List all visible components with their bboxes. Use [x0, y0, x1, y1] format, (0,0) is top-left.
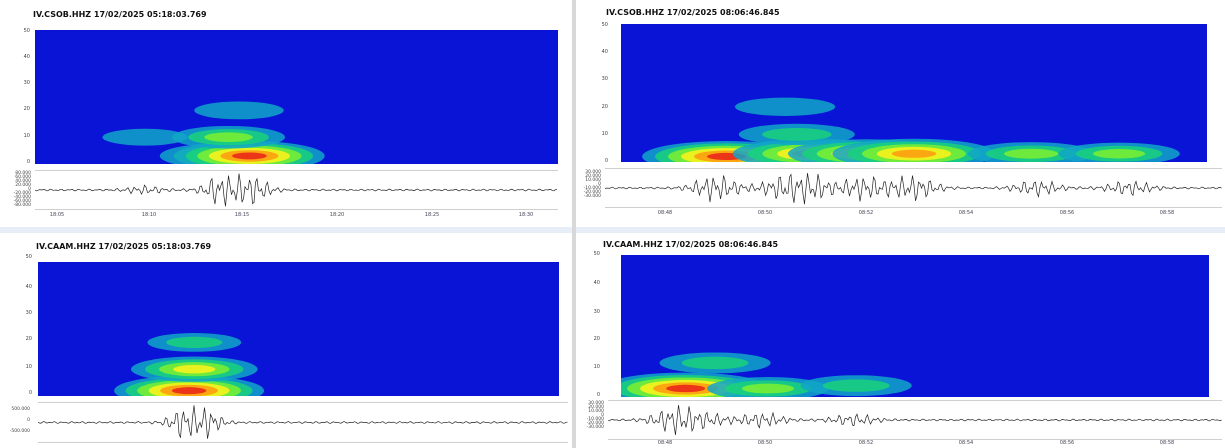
- x-tick: 08:48: [653, 210, 677, 216]
- y-tick: 50: [16, 28, 30, 34]
- energy-burst: [204, 132, 252, 142]
- spectrogram-panel-csob-0806: IV.CSOB.HHZ 17/02/2025 08:06:46.845 50 4…: [576, 0, 1225, 227]
- waveform-line: [605, 173, 1222, 204]
- x-tick: 18:15: [230, 212, 254, 218]
- x-tick: 08:56: [1055, 210, 1079, 216]
- spectrogram: [35, 30, 558, 164]
- spectrogram: [621, 255, 1209, 397]
- panel-title: IV.CAAM.HHZ 17/02/2025 05:18:03.769: [36, 242, 211, 251]
- x-tick: 18:30: [514, 212, 538, 218]
- energy-burst: [735, 98, 835, 116]
- y-tick: 10: [18, 364, 32, 370]
- spectrogram-panel-csob-0518: IV.CSOB.HHZ 17/02/2025 05:18:03.769 50 4…: [0, 0, 572, 227]
- waveform-y-tick: -500.000: [4, 430, 30, 435]
- waveform: [38, 402, 568, 443]
- y-tick: 0: [586, 392, 600, 398]
- spectrogram-heatmap: [621, 255, 1209, 397]
- x-tick: 08:56: [1055, 440, 1079, 446]
- x-tick: 18:20: [325, 212, 349, 218]
- waveform-line: [608, 405, 1222, 435]
- y-tick: 40: [594, 49, 608, 55]
- energy-burst: [823, 379, 890, 392]
- y-tick: 0: [18, 390, 32, 396]
- energy-burst: [742, 384, 794, 394]
- y-tick: 50: [594, 22, 608, 28]
- y-tick: 30: [586, 309, 600, 315]
- y-tick: 40: [16, 54, 30, 60]
- x-tick: 08:52: [854, 210, 878, 216]
- energy-burst: [232, 152, 267, 159]
- x-tick: 08:54: [954, 210, 978, 216]
- energy-burst: [102, 129, 187, 146]
- y-tick: 30: [594, 76, 608, 82]
- panel-title: IV.CAAM.HHZ 17/02/2025 08:06:46.845: [603, 240, 778, 249]
- y-tick: 20: [586, 336, 600, 342]
- waveform: [35, 170, 558, 210]
- x-tick: 18:25: [420, 212, 444, 218]
- y-tick: 10: [586, 364, 600, 370]
- energy-burst: [173, 365, 215, 373]
- x-tick: 08:54: [954, 440, 978, 446]
- energy-burst: [172, 387, 207, 394]
- y-tick: 30: [18, 310, 32, 316]
- waveform-y-tick: -30.000: [578, 426, 604, 431]
- x-tick: 08:48: [653, 440, 677, 446]
- spectrogram-heatmap: [35, 30, 558, 164]
- y-tick: 30: [16, 80, 30, 86]
- spectrogram-panel-caam-0518: IV.CAAM.HHZ 17/02/2025 05:18:03.769 50 4…: [0, 233, 572, 448]
- y-tick: 10: [594, 131, 608, 137]
- y-tick: 50: [586, 251, 600, 257]
- energy-burst: [666, 385, 705, 392]
- y-tick: 20: [18, 336, 32, 342]
- spectrogram-heatmap: [38, 262, 559, 396]
- spectrogram: [621, 24, 1207, 162]
- y-tick: 0: [16, 159, 30, 165]
- y-tick: 40: [586, 280, 600, 286]
- x-tick: 08:58: [1155, 210, 1179, 216]
- y-tick: 10: [16, 133, 30, 139]
- waveform-y-tick: 0: [4, 419, 30, 424]
- spectrogram-panel-caam-0806: IV.CAAM.HHZ 17/02/2025 08:06:46.845 50 4…: [576, 233, 1225, 448]
- spectrogram: [38, 262, 559, 396]
- waveform-line: [35, 174, 557, 207]
- waveform-y-tick: 500.000: [4, 408, 30, 413]
- waveform-y-tick: -30.000: [575, 195, 601, 200]
- x-tick: 18:05: [45, 212, 69, 218]
- energy-burst: [762, 128, 832, 141]
- y-tick: 40: [18, 284, 32, 290]
- x-tick: 08:58: [1155, 440, 1179, 446]
- waveform-trace: [38, 403, 568, 442]
- x-tick: 18:10: [137, 212, 161, 218]
- panel-title: IV.CSOB.HHZ 17/02/2025 08:06:46.845: [606, 8, 780, 17]
- waveform-trace: [608, 401, 1222, 439]
- x-tick: 08:52: [854, 440, 878, 446]
- y-tick: 20: [594, 104, 608, 110]
- energy-burst: [166, 337, 222, 348]
- waveform: [608, 400, 1222, 440]
- y-tick: 0: [594, 158, 608, 164]
- y-tick: 20: [16, 106, 30, 112]
- waveform-trace: [35, 171, 558, 209]
- energy-burst: [194, 101, 283, 119]
- panel-title: IV.CSOB.HHZ 17/02/2025 05:18:03.769: [33, 10, 207, 19]
- energy-burst: [682, 357, 749, 370]
- x-tick: 08:50: [753, 440, 777, 446]
- energy-burst: [892, 150, 937, 158]
- waveform: [605, 168, 1222, 208]
- waveform-line: [38, 405, 568, 438]
- energy-burst: [1093, 149, 1145, 159]
- spectrogram-heatmap: [621, 24, 1207, 162]
- energy-burst: [1004, 149, 1058, 159]
- x-tick: 08:50: [753, 210, 777, 216]
- waveform-trace: [605, 169, 1222, 207]
- y-tick: 50: [18, 254, 32, 260]
- waveform-y-tick: -80.000: [5, 204, 31, 209]
